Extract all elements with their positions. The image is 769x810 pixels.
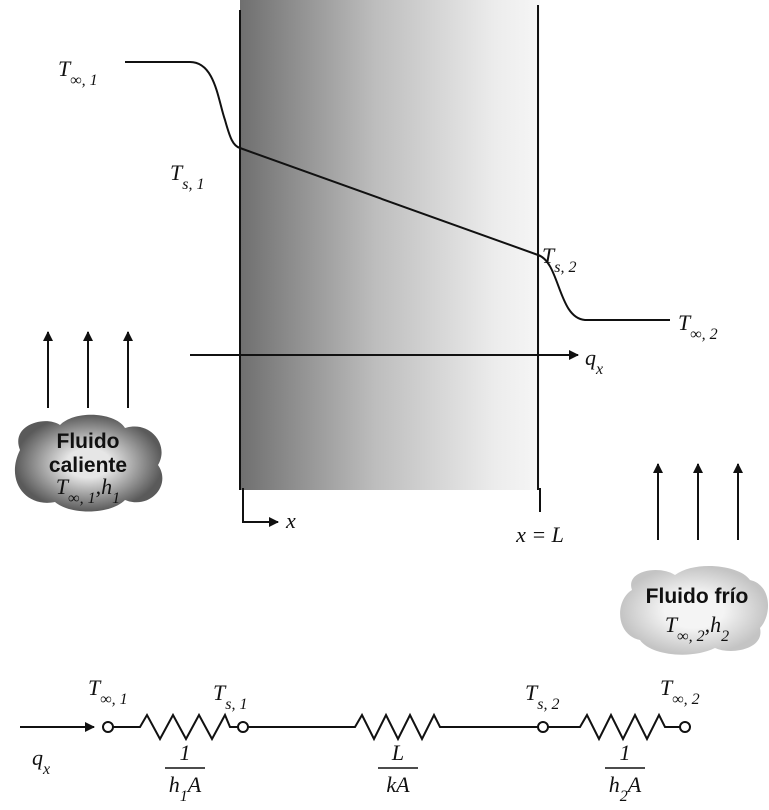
heat-flux-label: qx [585, 345, 603, 378]
resistance-numerator: 1 [180, 740, 191, 765]
cold-fluid-params: T∞, 2,h2 [665, 612, 729, 645]
subscript: ∞, 2 [690, 326, 717, 343]
hot-fluid-name: Fluido [57, 430, 120, 453]
symbol: T [660, 675, 674, 700]
x-axis-label: x [285, 508, 296, 533]
length-label: x = L [515, 522, 564, 547]
symbol: , [96, 474, 102, 499]
cold-arrows [653, 463, 743, 540]
hot-fluid-name: caliente [49, 454, 127, 477]
subscript: ∞, 2 [672, 691, 699, 708]
thermal-circuit [20, 712, 691, 742]
resistance-denominator: h2A [609, 772, 642, 805]
symbol: T [525, 680, 539, 705]
symbol: q [32, 745, 43, 770]
subscript: ∞, 2 [677, 628, 704, 645]
symbol: T [88, 675, 102, 700]
temperature-label: Ts, 2 [542, 243, 576, 276]
x-axis-marker [242, 488, 279, 527]
node-label: Ts, 2 [525, 680, 559, 713]
symbol: kA [386, 772, 410, 797]
symbol: T [213, 680, 227, 705]
subscript: s, 2 [537, 696, 559, 713]
symbol: T [542, 243, 556, 268]
node-label: T∞, 2 [660, 675, 700, 708]
symbol: h [609, 772, 620, 797]
temperature-label: Ts, 1 [170, 160, 204, 193]
hot-fluid-cloud [14, 414, 163, 512]
symbol: q [585, 345, 596, 370]
symbol: h [710, 612, 721, 637]
cold-fluid-name: Fluido frío [646, 585, 749, 608]
wall [240, 0, 540, 490]
node-label: Ts, 1 [213, 680, 247, 713]
subscript: ∞, 1 [68, 490, 95, 507]
temperature-label: T∞, 2 [678, 310, 718, 343]
subscript: ∞, 1 [70, 72, 97, 89]
hot-arrows [43, 331, 133, 408]
subscript: 1 [180, 788, 188, 805]
temperature-label: T∞, 1 [58, 56, 98, 89]
resistance-denominator: h1A [169, 772, 202, 805]
symbol: , [705, 612, 711, 637]
subscript: 2 [620, 788, 628, 805]
subscript: s, 1 [225, 696, 247, 713]
symbol: A [626, 772, 642, 797]
temperature-profile [125, 61, 670, 321]
symbol: T [665, 612, 679, 637]
subscript: 1 [112, 490, 120, 507]
subscript: x [595, 361, 603, 378]
subscript: s, 2 [554, 259, 576, 276]
circuit-heat-flux: qx [32, 745, 50, 778]
resistance-denominator: kA [386, 772, 410, 797]
resistance-numerator: L [391, 740, 404, 765]
symbol: T [58, 56, 72, 81]
subscript: ∞, 1 [100, 691, 127, 708]
symbol: T [56, 474, 70, 499]
symbol: h [101, 474, 112, 499]
resistance-numerator: 1 [620, 740, 631, 765]
symbol: h [169, 772, 180, 797]
node-label: T∞, 1 [88, 675, 128, 708]
symbol: T [678, 310, 692, 335]
subscript: 2 [721, 628, 729, 645]
hot-fluid-params: T∞, 1,h1 [56, 474, 120, 507]
symbol: A [186, 772, 202, 797]
cold-fluid-cloud [620, 565, 769, 655]
subscript: s, 1 [182, 176, 204, 193]
symbol: T [170, 160, 184, 185]
subscript: x [42, 761, 50, 778]
